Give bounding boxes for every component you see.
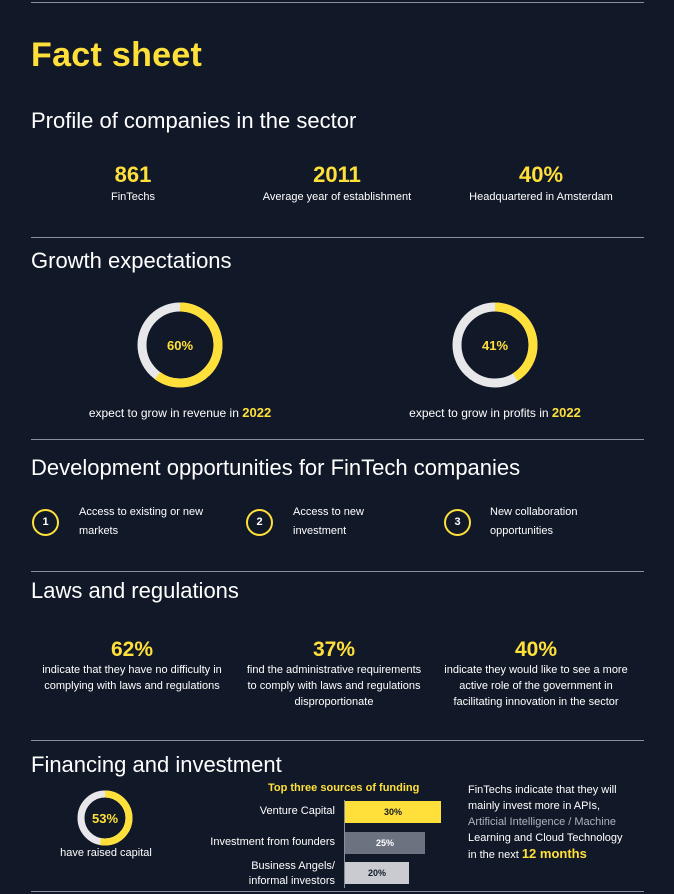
donut-value: 53%	[92, 811, 118, 826]
number-badge-1: 1	[32, 509, 59, 536]
opportunity-line: investment	[293, 525, 347, 537]
revenue-caption: expect to grow in revenue in 2022	[60, 405, 300, 420]
funding-chart-title: Top three sources of funding	[268, 782, 420, 794]
opportunity-3: New collaboration opportunities	[490, 503, 577, 541]
funding-bar: 30%	[345, 801, 441, 823]
opportunity-2: Access to new investment	[293, 503, 364, 541]
note-line-last: in the next 12 months	[468, 846, 623, 863]
law-line: active role of the government in	[459, 680, 613, 692]
number-badge-2: 2	[246, 509, 273, 536]
divider	[31, 237, 644, 238]
divider	[31, 740, 644, 741]
growth-section-title: Growth expectations	[31, 248, 232, 273]
stat-label: Headquartered in Amsterdam	[469, 191, 613, 203]
donut-value: 60%	[167, 338, 193, 353]
opportunity-line: Access to new	[293, 506, 364, 518]
bottom-divider	[31, 891, 644, 892]
top-divider	[31, 2, 644, 3]
donut-fill	[77, 790, 133, 846]
stat-year: 2011 Average year of establishment	[247, 162, 427, 205]
profile-section-title: Profile of companies in the sector	[31, 108, 357, 133]
chart-axis	[344, 800, 345, 888]
note-highlight: 12 months	[521, 846, 587, 861]
number-badge-3: 3	[444, 509, 471, 536]
law-value: 37%	[312, 638, 356, 661]
caption-year: 2022	[551, 405, 581, 420]
bar-category-label: Investment from founders	[210, 836, 335, 848]
stat-value: 2011	[313, 162, 361, 187]
caption-text: expect to grow in revenue in	[88, 406, 239, 420]
stat-fintechs: 861 FinTechs	[73, 162, 193, 205]
opportunity-1: Access to existing or new markets	[79, 503, 203, 541]
donut-value: 41%	[482, 338, 508, 353]
note-prefix: in the next	[468, 849, 519, 861]
opportunity-line: opportunities	[490, 525, 553, 537]
note-line: Artificial Intelligence / Machine	[468, 816, 616, 828]
law-value: 40%	[514, 638, 558, 661]
bar-category-label: Venture Capital	[259, 805, 335, 817]
donut-fill	[137, 302, 223, 388]
laws-section-title: Laws and regulations	[31, 578, 239, 603]
law-line: to comply with laws and regulations	[247, 680, 421, 692]
caption-year: 2022	[242, 405, 272, 420]
law-value: 62%	[110, 638, 154, 661]
law-line: indicate that they have no difficulty in	[42, 664, 222, 676]
donut-fill	[452, 302, 538, 388]
funding-bar: 20%	[345, 862, 409, 884]
opportunity-line: markets	[79, 525, 119, 537]
stat-value: 861	[114, 162, 152, 187]
bar-category-label: Business Angels/informal investors	[248, 860, 335, 887]
divider	[31, 571, 644, 572]
law-line: facilitating innovation in the sector	[453, 696, 619, 708]
law-stat-1: 62% indicate that they have no difficult…	[32, 638, 232, 694]
law-stat-3: 40% indicate they would like to see a mo…	[434, 638, 638, 710]
stat-value: 40%	[518, 162, 564, 187]
funding-bar: 25%	[345, 832, 425, 854]
note-line: Learning and Cloud Technology	[468, 832, 623, 844]
raised-capital-donut: 53%	[77, 790, 133, 846]
law-stat-2: 37% find the administrative requirements…	[236, 638, 432, 710]
law-line: find the administrative requirements	[246, 664, 422, 676]
financing-section-title: Financing and investment	[31, 752, 282, 777]
profits-donut: 41%	[452, 302, 538, 388]
law-line: disproportionate	[294, 696, 374, 708]
stat-amsterdam: 40% Headquartered in Amsterdam	[456, 162, 626, 205]
raised-capital-label: have raised capital	[60, 847, 152, 859]
note-line: FinTechs indicate that they will	[468, 784, 617, 796]
stat-label: FinTechs	[110, 191, 156, 203]
investment-note: FinTechs indicate that they will mainly …	[468, 782, 623, 863]
law-line: indicate they would like to see a more	[444, 664, 628, 676]
page-title: Fact sheet	[31, 36, 203, 74]
note-line: mainly invest more in APIs,	[468, 800, 601, 812]
caption-text: expect to grow in profits in	[409, 406, 549, 420]
law-line: complying with laws and regulations	[44, 680, 220, 692]
divider	[31, 439, 644, 440]
opportunity-line: New collaboration	[490, 506, 578, 518]
profits-caption: expect to grow in profits in 2022	[375, 405, 615, 420]
opportunity-line: Access to existing or new	[79, 506, 204, 518]
stat-label: Average year of establishment	[262, 191, 412, 203]
development-section-title: Development opportunities for FinTech co…	[31, 455, 521, 480]
revenue-donut: 60%	[137, 302, 223, 388]
